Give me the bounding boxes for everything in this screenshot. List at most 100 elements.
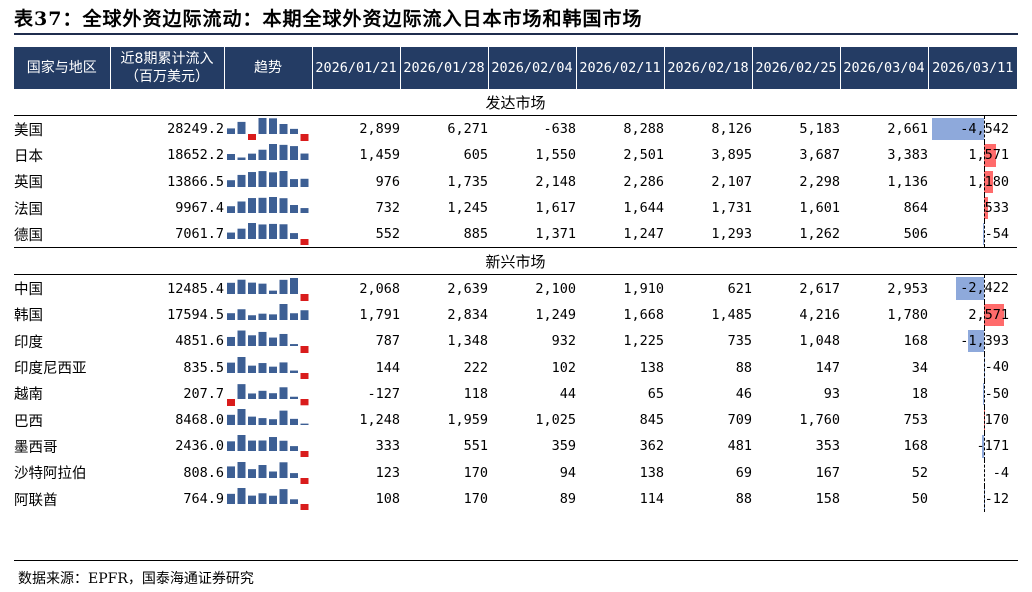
header-date: 2026/01/28: [399, 47, 488, 89]
cumulative-value: 17594.5: [167, 306, 224, 323]
weekly-value: 93: [823, 385, 840, 402]
sparkline-bar: [227, 154, 235, 161]
table-row: 法国 9967.4 732 1,245 1,617 1,644 1,731 1,601 864 5…: [14, 194, 1017, 222]
sparkline-bar: [248, 335, 256, 347]
table-row: 中国 12485.4 2,068 2,639 2,100 1,910 621 2,617 2,9…: [14, 275, 1017, 302]
weekly-value: 1,248: [359, 412, 400, 429]
sparkline-bar: [279, 489, 288, 504]
table-row: 德国 7061.7 552 885 1,371 1,247 1,293 1,262 506 -54: [14, 221, 1017, 248]
sparkline-bar: [300, 423, 309, 426]
sparkline-bar: [248, 315, 256, 320]
country-name: 墨西哥: [14, 439, 58, 456]
table-row: 沙特阿拉伯 808.6 123 170 94 138 69 167 52 -4: [14, 459, 1017, 486]
latest-value: -4: [992, 464, 1009, 481]
cumulative-value: 12485.4: [167, 280, 224, 297]
weekly-value: 2,953: [887, 280, 928, 297]
trend-sparkline: [224, 460, 312, 486]
weekly-value: 46: [735, 385, 752, 402]
weekly-value: 1,247: [623, 226, 664, 243]
weekly-value: 94: [559, 464, 576, 481]
weekly-value: 2,107: [711, 173, 752, 190]
weekly-value: 1,550: [535, 147, 576, 164]
sparkline-bar: [290, 129, 298, 135]
sparkline-bar: [258, 118, 267, 135]
title-rule: [14, 33, 1018, 35]
weekly-value: 123: [375, 464, 400, 481]
weekly-value: 2,148: [535, 173, 576, 190]
header-cumulative: 近8期累计流入 （百万美元）: [109, 47, 224, 89]
cumulative-value: 764.9: [183, 491, 224, 507]
weekly-value: 52: [911, 464, 928, 481]
weekly-value: 2,501: [623, 147, 664, 164]
bottom-rule: [14, 560, 1018, 561]
header-date: 2026/02/04: [487, 47, 576, 89]
sparkline-bar: [290, 277, 298, 294]
weekly-value: 1,245: [447, 200, 488, 217]
cumulative-value: 835.5: [183, 359, 224, 376]
sparkline-bar: [279, 334, 288, 347]
sparkline-bar: [248, 198, 256, 214]
sparkline-bar: [227, 313, 235, 320]
table-body: 发达市场 美国 28249.2 2,899 6,271 -638 8,288 8,126 5,1…: [14, 89, 1017, 513]
sparkline-bar: [279, 124, 288, 135]
latest-value: 533: [984, 199, 1009, 216]
weekly-value: 34: [911, 359, 928, 376]
latest-value: 1,180: [968, 173, 1009, 190]
weekly-value: 1,025: [535, 412, 576, 429]
sparkline-bar: [290, 370, 298, 373]
weekly-value: 3,895: [711, 147, 752, 164]
sparkline-bar: [248, 365, 256, 373]
country-name: 美国: [14, 122, 43, 139]
sparkline-bar: [290, 233, 298, 240]
table-row: 英国 13866.5 976 1,735 2,148 2,286 2,107 2,298 1,1…: [14, 168, 1017, 195]
weekly-value: 88: [735, 359, 752, 376]
section-row: 新兴市场: [14, 247, 1017, 276]
latest-data-bar: [984, 303, 1004, 327]
sparkline-bar: [300, 293, 309, 301]
sparkline-bar: [300, 239, 309, 246]
weekly-value: 1,780: [887, 306, 928, 323]
sparkline-bar: [258, 283, 267, 294]
sparkline-bar: [290, 446, 298, 452]
weekly-value: 8,126: [711, 121, 752, 138]
country-name: 印度: [14, 334, 43, 351]
table-row: 巴西 8468.0 1,248 1,959 1,025 845 709 1,760 753 170: [14, 406, 1017, 434]
sparkline-bar: [279, 303, 288, 320]
header-cumulative-line2: （百万美元）: [125, 69, 209, 85]
weekly-value: 481: [727, 438, 752, 455]
weekly-value: 138: [639, 359, 664, 376]
weekly-value: 8,288: [623, 121, 664, 138]
sparkline-bar: [269, 290, 277, 294]
sparkline-bar: [248, 416, 256, 426]
latest-data-bar: [984, 170, 994, 193]
latest-value-cell: 170: [928, 406, 1017, 434]
weekly-value: 2,661: [887, 121, 928, 138]
latest-value: -2,422: [960, 280, 1009, 297]
weekly-value: 114: [639, 491, 664, 507]
trend-sparkline: [224, 354, 312, 380]
sparkline-bar: [300, 134, 309, 142]
weekly-value: 2,100: [535, 280, 576, 297]
sparkline-bar: [227, 441, 235, 452]
weekly-value: 2,617: [799, 280, 840, 297]
weekly-value: 89: [559, 491, 576, 507]
sparkline-bar: [258, 197, 267, 214]
weekly-value: 362: [639, 438, 664, 455]
sparkline-bar: [248, 154, 256, 161]
sparkline-bar: [258, 464, 267, 478]
cumulative-value: 2436.0: [175, 438, 224, 455]
weekly-value: 2,834: [447, 306, 488, 323]
sparkline-bar: [300, 398, 309, 406]
latest-value-cell: 2,571: [928, 301, 1017, 329]
trend-sparkline: [224, 275, 312, 302]
weekly-value: 845: [639, 412, 664, 429]
sparkline-bar: [269, 118, 277, 135]
sparkline-bar: [300, 477, 309, 484]
sparkline-bar: [237, 157, 246, 161]
weekly-value: 144: [375, 359, 400, 376]
weekly-value: 2,298: [799, 173, 840, 190]
weekly-value: -127: [367, 385, 400, 402]
sparkline-bar: [237, 488, 246, 504]
table-row: 印度 4851.6 787 1,348 932 1,225 735 1,048 168 -1,39…: [14, 328, 1017, 355]
sparkline-bar: [269, 419, 277, 426]
